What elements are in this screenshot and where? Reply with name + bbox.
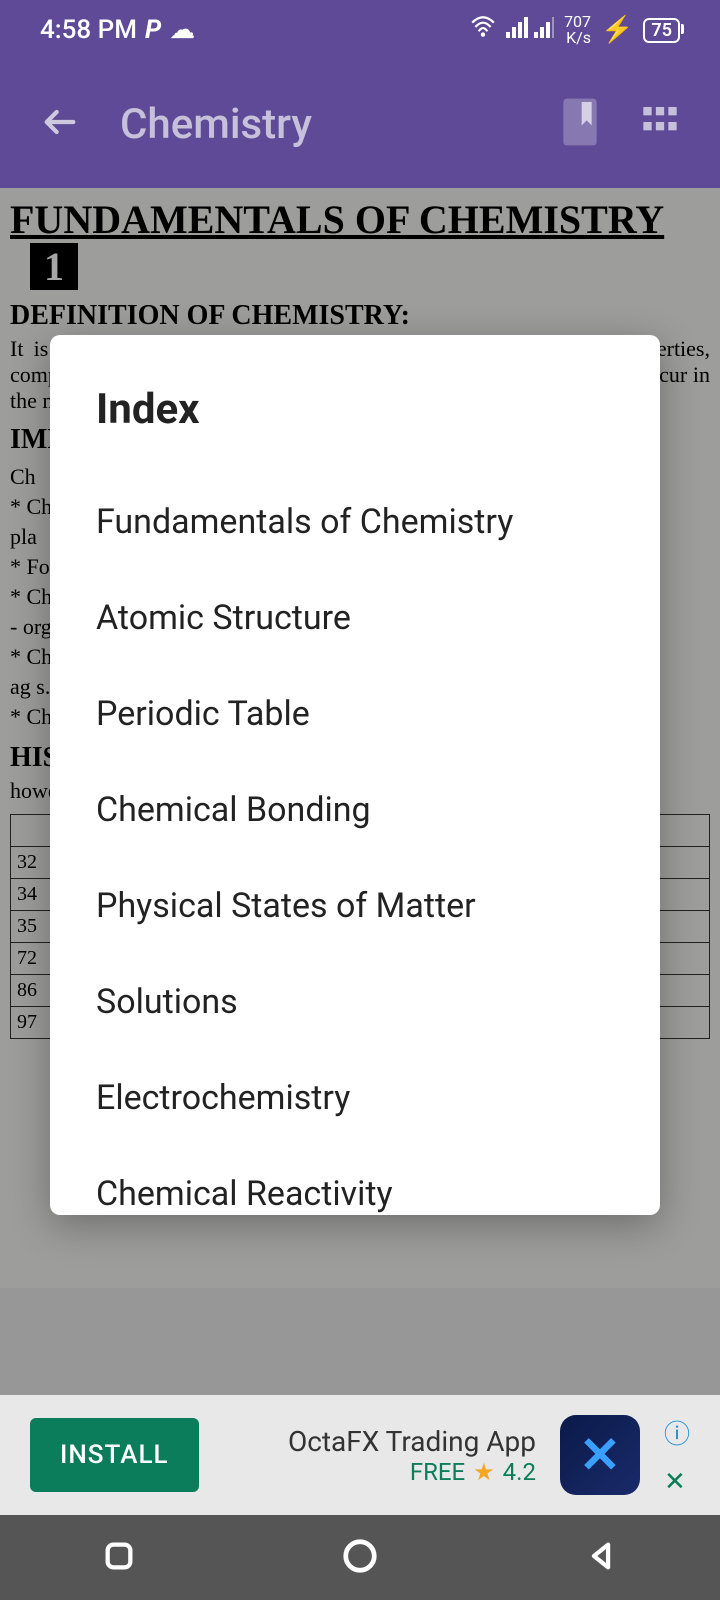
recent-apps-icon[interactable]: [102, 1539, 136, 1577]
star-icon: ★: [473, 1458, 495, 1486]
ad-controls: ⓘ ✕: [664, 1414, 690, 1497]
ad-icon-glyph: ✕: [579, 1426, 621, 1485]
ad-banner: INSTALL OctaFX Trading App FREE ★ 4.2 ✕ …: [0, 1395, 720, 1515]
index-list: Fundamentals of ChemistryAtomic Structur…: [96, 474, 614, 1242]
signal-icon: [506, 15, 554, 45]
ad-close-icon[interactable]: ✕: [664, 1467, 690, 1497]
ad-rating: 4.2: [503, 1458, 536, 1486]
ad-subtitle: FREE ★ 4.2: [223, 1458, 536, 1486]
battery-level: 75: [643, 18, 680, 43]
cloud-icon: ☁: [169, 15, 195, 45]
wifi-icon: [470, 15, 496, 45]
app-bar: Chemistry: [0, 60, 720, 188]
charging-icon: ⚡: [601, 15, 633, 45]
status-bar: 4:58 PM P ☁ 707 K/s ⚡ 75: [0, 0, 720, 60]
system-nav-bar: [0, 1515, 720, 1600]
back-icon[interactable]: [40, 102, 80, 146]
ad-text: OctaFX Trading App FREE ★ 4.2: [223, 1425, 536, 1486]
app-title: Chemistry: [120, 100, 520, 149]
index-modal: Index Fundamentals of ChemistryAtomic St…: [50, 335, 660, 1215]
index-item[interactable]: Atomic Structure: [96, 570, 614, 666]
install-button[interactable]: INSTALL: [30, 1418, 199, 1492]
net-speed-unit: K/s: [564, 30, 591, 46]
ad-title: OctaFX Trading App: [223, 1425, 536, 1458]
status-time: 4:58 PM: [40, 15, 137, 45]
index-item[interactable]: Periodic Table: [96, 666, 614, 762]
index-item[interactable]: Fundamentals of Chemistry: [96, 474, 614, 570]
grid-icon[interactable]: [640, 102, 680, 146]
index-item[interactable]: Chemical Bonding: [96, 762, 614, 858]
status-left: 4:58 PM P ☁: [40, 15, 195, 45]
status-right: 707 K/s ⚡ 75: [470, 14, 680, 46]
index-item[interactable]: Chemical Reactivity: [96, 1146, 614, 1242]
net-speed: 707 K/s: [564, 14, 591, 46]
parking-icon: P: [145, 15, 161, 45]
ad-app-icon[interactable]: ✕: [560, 1415, 640, 1495]
index-item[interactable]: Electrochemistry: [96, 1050, 614, 1146]
ad-info-icon[interactable]: ⓘ: [664, 1414, 690, 1451]
home-icon[interactable]: [341, 1537, 379, 1579]
index-title: Index: [96, 385, 614, 434]
index-item[interactable]: Solutions: [96, 954, 614, 1050]
ad-price: FREE: [410, 1458, 465, 1486]
index-item[interactable]: Physical States of Matter: [96, 858, 614, 954]
bookmark-icon[interactable]: [560, 98, 600, 150]
back-nav-icon[interactable]: [584, 1539, 618, 1577]
